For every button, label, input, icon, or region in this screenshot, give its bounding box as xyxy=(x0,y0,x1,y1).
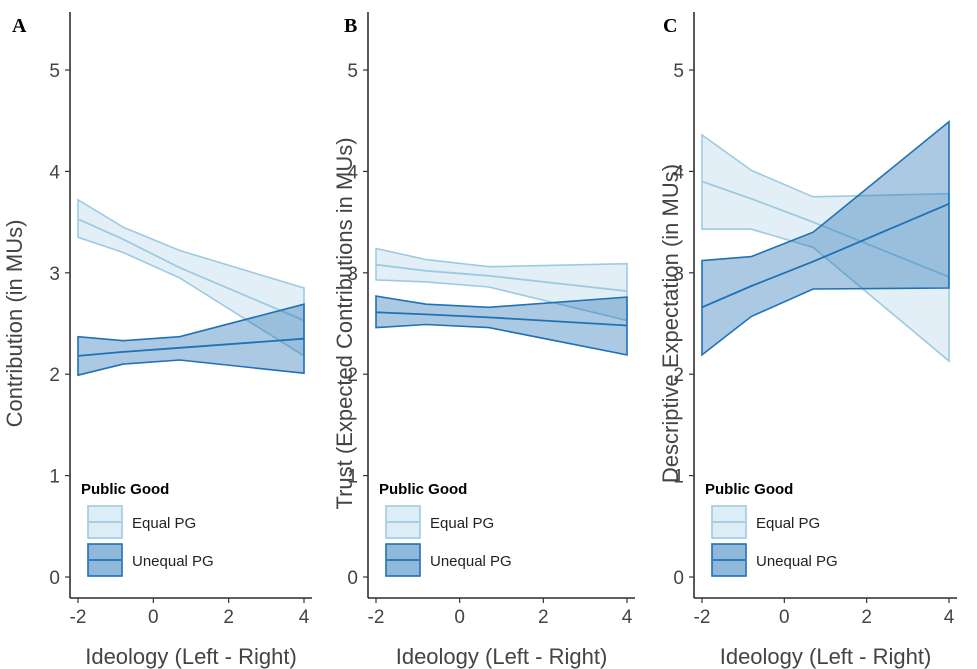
chart-panel-c: C 0 1 2 3 4 5 -2 0 2 4 Ideology (Left - Right) Descr… xyxy=(658,12,957,669)
legend: Public Good Equal PG Unequal PG xyxy=(705,481,838,577)
series-line-equal-pg xyxy=(77,218,305,322)
legend-title: Public Good xyxy=(705,481,793,498)
legend: Public Good Equal PG Unequal PG xyxy=(379,481,512,577)
x-axis-title: Ideology (Left - Right) xyxy=(396,644,608,669)
x-tick-label: 4 xyxy=(622,607,633,628)
y-tick-label: 3 xyxy=(49,264,60,285)
legend-entry-label: Equal PG xyxy=(430,515,494,532)
legend: Public Good Equal PG Unequal PG xyxy=(81,481,214,577)
x-tick-label: 0 xyxy=(454,607,465,628)
y-tick-label: 4 xyxy=(347,162,358,183)
y-axis-title: Descriptive Expectation (in MUs) xyxy=(658,164,683,483)
x-tick-label: 2 xyxy=(538,607,549,628)
series-line-equal-pg xyxy=(701,180,950,278)
y-tick-label: 1 xyxy=(49,467,60,488)
x-tick-label: -2 xyxy=(368,607,385,628)
legend-title: Public Good xyxy=(379,481,467,498)
confidence-band-unequal-pg xyxy=(375,295,628,356)
x-axis-title: Ideology (Left - Right) xyxy=(85,644,297,669)
panel-label: C xyxy=(663,15,677,37)
y-tick-label: 1 xyxy=(673,467,684,488)
x-tick-label: 4 xyxy=(944,607,955,628)
x-axis-title: Ideology (Left - Right) xyxy=(720,644,932,669)
y-tick-label: 3 xyxy=(347,264,358,285)
x-tick-label: 2 xyxy=(223,607,234,628)
y-tick-label: 4 xyxy=(673,162,684,183)
y-tick-label: 2 xyxy=(49,365,60,386)
confidence-band-equal-pg xyxy=(701,133,950,363)
panel-label: A xyxy=(12,15,27,37)
y-tick-label: 2 xyxy=(347,365,358,386)
series-line-equal-pg xyxy=(375,263,628,292)
chart-panel-b: B 0 1 2 3 4 5 -2 0 2 4 Ideology (Left - Right) Trust… xyxy=(332,12,635,669)
x-tick-label: -2 xyxy=(70,607,87,628)
panel-label: B xyxy=(344,15,357,37)
y-tick-label: 0 xyxy=(347,568,358,589)
x-tick-label: 4 xyxy=(299,607,310,628)
series-line-unequal-pg xyxy=(701,202,950,309)
y-tick-label: 0 xyxy=(49,568,60,589)
y-tick-label: 3 xyxy=(673,264,684,285)
y-tick-label: 2 xyxy=(673,365,684,386)
x-tick-label: 0 xyxy=(779,607,790,628)
y-axis-title: Contribution (in MUs) xyxy=(2,220,27,428)
series-line-unequal-pg xyxy=(77,337,305,357)
y-axis-title: Trust (Expected Contributions in MUs) xyxy=(332,137,357,509)
y-tick-label: 0 xyxy=(673,568,684,589)
y-tick-label: 1 xyxy=(347,467,358,488)
legend-entry-label: Unequal PG xyxy=(132,553,214,570)
legend-entry-label: Unequal PG xyxy=(756,553,838,570)
x-tick-label: -2 xyxy=(694,607,711,628)
confidence-band-unequal-pg xyxy=(701,120,950,357)
y-tick-label: 5 xyxy=(49,61,60,82)
y-tick-label: 5 xyxy=(673,61,684,82)
y-tick-label: 5 xyxy=(347,61,358,82)
legend-title: Public Good xyxy=(81,481,169,498)
legend-entry-label: Unequal PG xyxy=(430,553,512,570)
series-line-unequal-pg xyxy=(375,311,628,327)
legend-entry-label: Equal PG xyxy=(132,515,196,532)
x-tick-label: 0 xyxy=(148,607,159,628)
x-tick-label: 2 xyxy=(861,607,872,628)
confidence-band-unequal-pg xyxy=(77,303,305,377)
legend-entry-label: Equal PG xyxy=(756,515,820,532)
y-tick-label: 4 xyxy=(49,162,60,183)
